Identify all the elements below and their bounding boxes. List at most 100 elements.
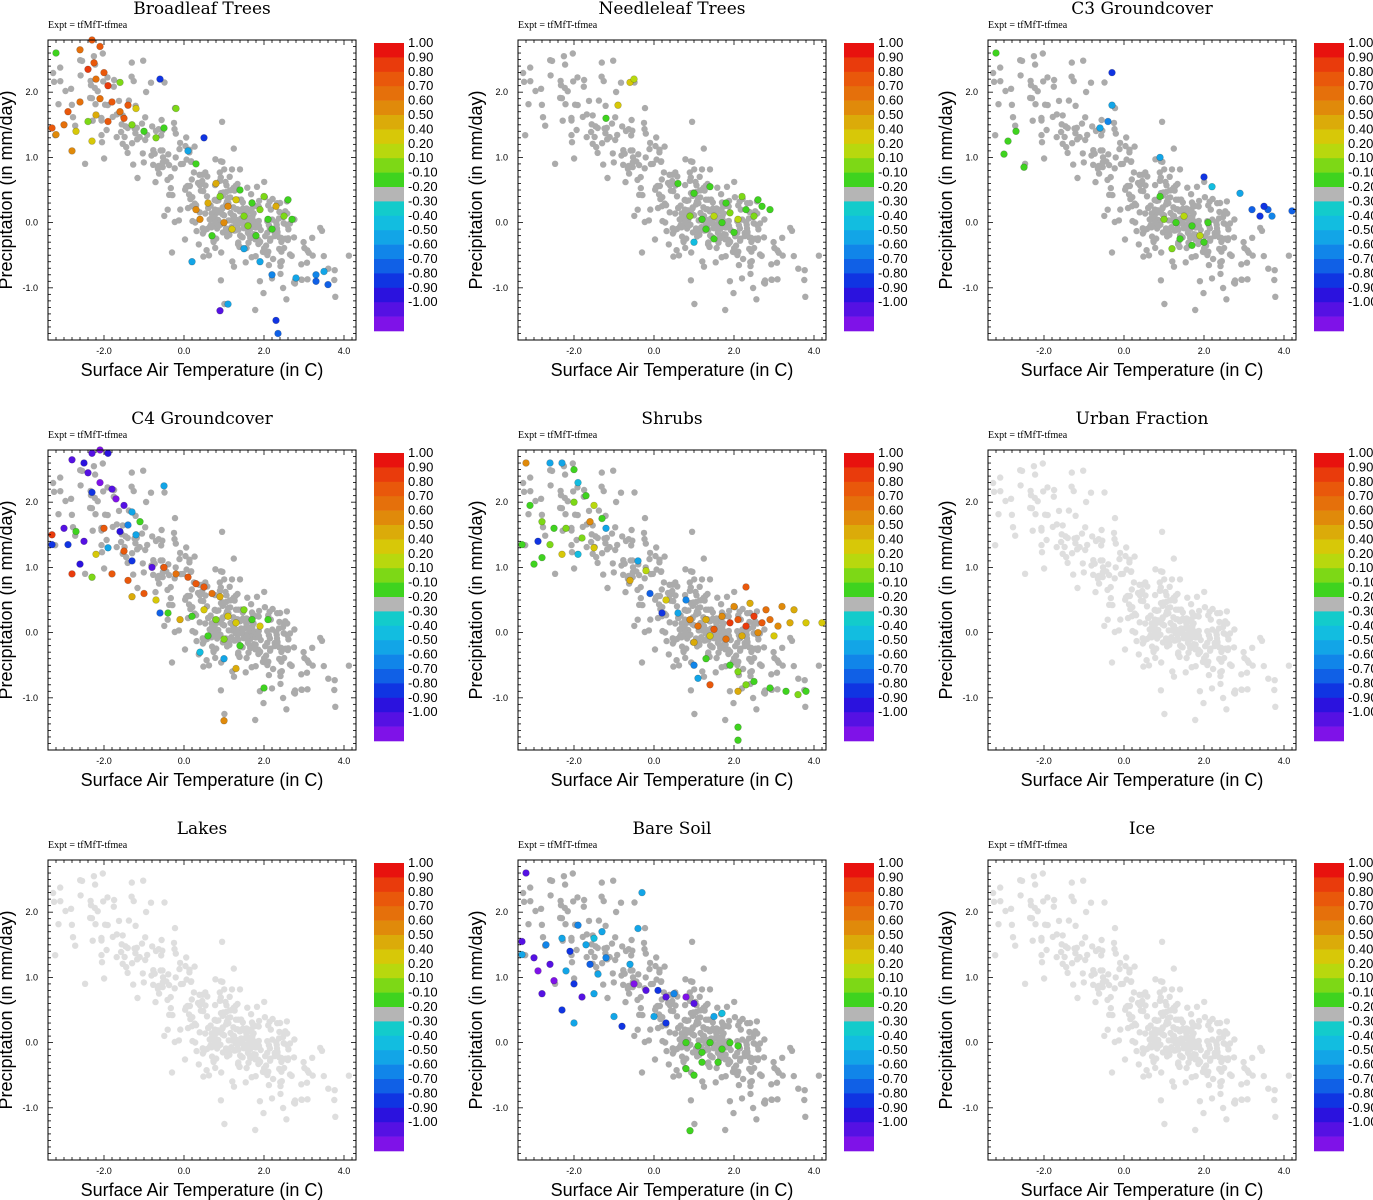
colorbar-segment bbox=[374, 1136, 404, 1152]
data-point-background bbox=[713, 223, 721, 230]
data-point-background bbox=[49, 69, 57, 77]
data-point-background bbox=[176, 965, 183, 973]
data-point-background bbox=[309, 234, 316, 241]
data-point-background bbox=[128, 73, 135, 80]
data-point-background bbox=[274, 1050, 281, 1057]
colorbar-segment bbox=[1314, 273, 1344, 289]
data-point-background bbox=[696, 173, 703, 180]
data-point bbox=[208, 589, 216, 598]
data-point-background bbox=[169, 1011, 176, 1019]
data-point-background bbox=[195, 241, 202, 248]
data-point-background bbox=[165, 161, 173, 169]
data-point-background bbox=[57, 474, 64, 481]
data-point bbox=[216, 307, 224, 315]
colorbar-segment bbox=[844, 510, 874, 526]
data-point-background bbox=[283, 608, 291, 615]
data-point-background bbox=[753, 608, 761, 615]
data-point bbox=[192, 160, 200, 168]
data-point-background bbox=[77, 72, 84, 79]
data-point-background bbox=[1224, 632, 1231, 639]
colorbar-label: -0.30 bbox=[408, 603, 438, 618]
data-point-background bbox=[588, 531, 595, 538]
data-point-background bbox=[1223, 608, 1231, 615]
data-point-background bbox=[997, 488, 1004, 495]
data-point-background bbox=[1202, 233, 1209, 240]
data-point-background bbox=[1165, 228, 1172, 236]
data-point-background bbox=[614, 131, 621, 139]
data-point-background bbox=[134, 584, 141, 592]
data-point-background bbox=[157, 147, 164, 154]
data-point-background bbox=[645, 627, 653, 634]
data-point-background bbox=[119, 932, 126, 939]
data-point bbox=[738, 192, 746, 201]
experiment-label: Expt = tfMfT-tfmea bbox=[48, 430, 128, 441]
x-tick-label: -2.0 bbox=[1036, 756, 1052, 766]
data-point-background bbox=[675, 1072, 683, 1079]
data-point-background bbox=[1095, 580, 1103, 587]
data-point bbox=[216, 592, 224, 601]
data-point-background bbox=[252, 1073, 259, 1080]
data-point-background bbox=[647, 160, 655, 168]
data-point-background bbox=[203, 247, 210, 254]
data-point-background bbox=[602, 540, 609, 547]
data-point bbox=[706, 681, 714, 689]
data-point-background bbox=[547, 72, 554, 79]
data-point-background bbox=[620, 161, 627, 168]
data-point-background bbox=[1285, 662, 1293, 669]
data-point-background bbox=[696, 583, 703, 590]
data-point-background bbox=[734, 251, 741, 259]
data-point-background bbox=[1151, 181, 1159, 189]
data-point-background bbox=[171, 945, 178, 953]
data-point-background bbox=[244, 594, 251, 601]
colorbar-segment bbox=[1314, 453, 1344, 468]
data-point-background bbox=[1063, 553, 1070, 561]
data-point-background bbox=[1018, 57, 1026, 65]
data-point bbox=[92, 550, 100, 558]
data-point-background bbox=[717, 235, 724, 242]
data-point-background bbox=[215, 1042, 222, 1050]
colorbar-label: -0.90 bbox=[1348, 280, 1373, 295]
data-point bbox=[196, 648, 204, 656]
data-point bbox=[100, 524, 108, 532]
data-point-background bbox=[98, 549, 106, 556]
colorbar-segment bbox=[1314, 86, 1344, 101]
data-point-background bbox=[244, 1004, 251, 1011]
data-point-background bbox=[665, 651, 672, 658]
data-point bbox=[734, 667, 742, 676]
data-point bbox=[128, 557, 136, 565]
colorbar-label: -0.20 bbox=[1348, 589, 1373, 604]
data-point-background bbox=[278, 1068, 285, 1075]
colorbar-segment bbox=[374, 539, 404, 555]
data-point-background bbox=[300, 648, 307, 656]
data-point-background bbox=[570, 155, 578, 162]
data-point-background bbox=[1158, 528, 1166, 535]
data-point-background bbox=[62, 497, 69, 505]
data-point-background bbox=[688, 528, 696, 535]
colorbar-label: -0.70 bbox=[408, 1071, 438, 1086]
data-point-background bbox=[1039, 50, 1047, 57]
colorbar-segment bbox=[1314, 669, 1344, 684]
data-point-background bbox=[574, 894, 581, 901]
data-point bbox=[64, 540, 72, 549]
data-point-background bbox=[747, 262, 754, 270]
colorbar-segment bbox=[374, 697, 404, 713]
data-point-background bbox=[231, 1047, 238, 1054]
data-point-background bbox=[681, 181, 689, 189]
data-point-background bbox=[123, 143, 130, 151]
data-point-background bbox=[1183, 223, 1191, 230]
data-point bbox=[88, 137, 96, 145]
data-point-background bbox=[1104, 176, 1111, 184]
data-point-background bbox=[331, 686, 338, 694]
data-point-background bbox=[255, 197, 263, 205]
data-point-background bbox=[687, 1097, 695, 1104]
data-point-background bbox=[212, 976, 219, 983]
data-point-background bbox=[746, 199, 754, 207]
data-point-background bbox=[1162, 178, 1169, 186]
data-point-background bbox=[1058, 531, 1065, 538]
x-tick-label: 2.0 bbox=[1198, 756, 1211, 766]
data-point-background bbox=[608, 120, 616, 127]
data-point-background bbox=[631, 489, 638, 496]
colorbar-label: 0.60 bbox=[1348, 93, 1373, 108]
data-point-background bbox=[1123, 544, 1130, 551]
data-point-background bbox=[1091, 560, 1098, 567]
